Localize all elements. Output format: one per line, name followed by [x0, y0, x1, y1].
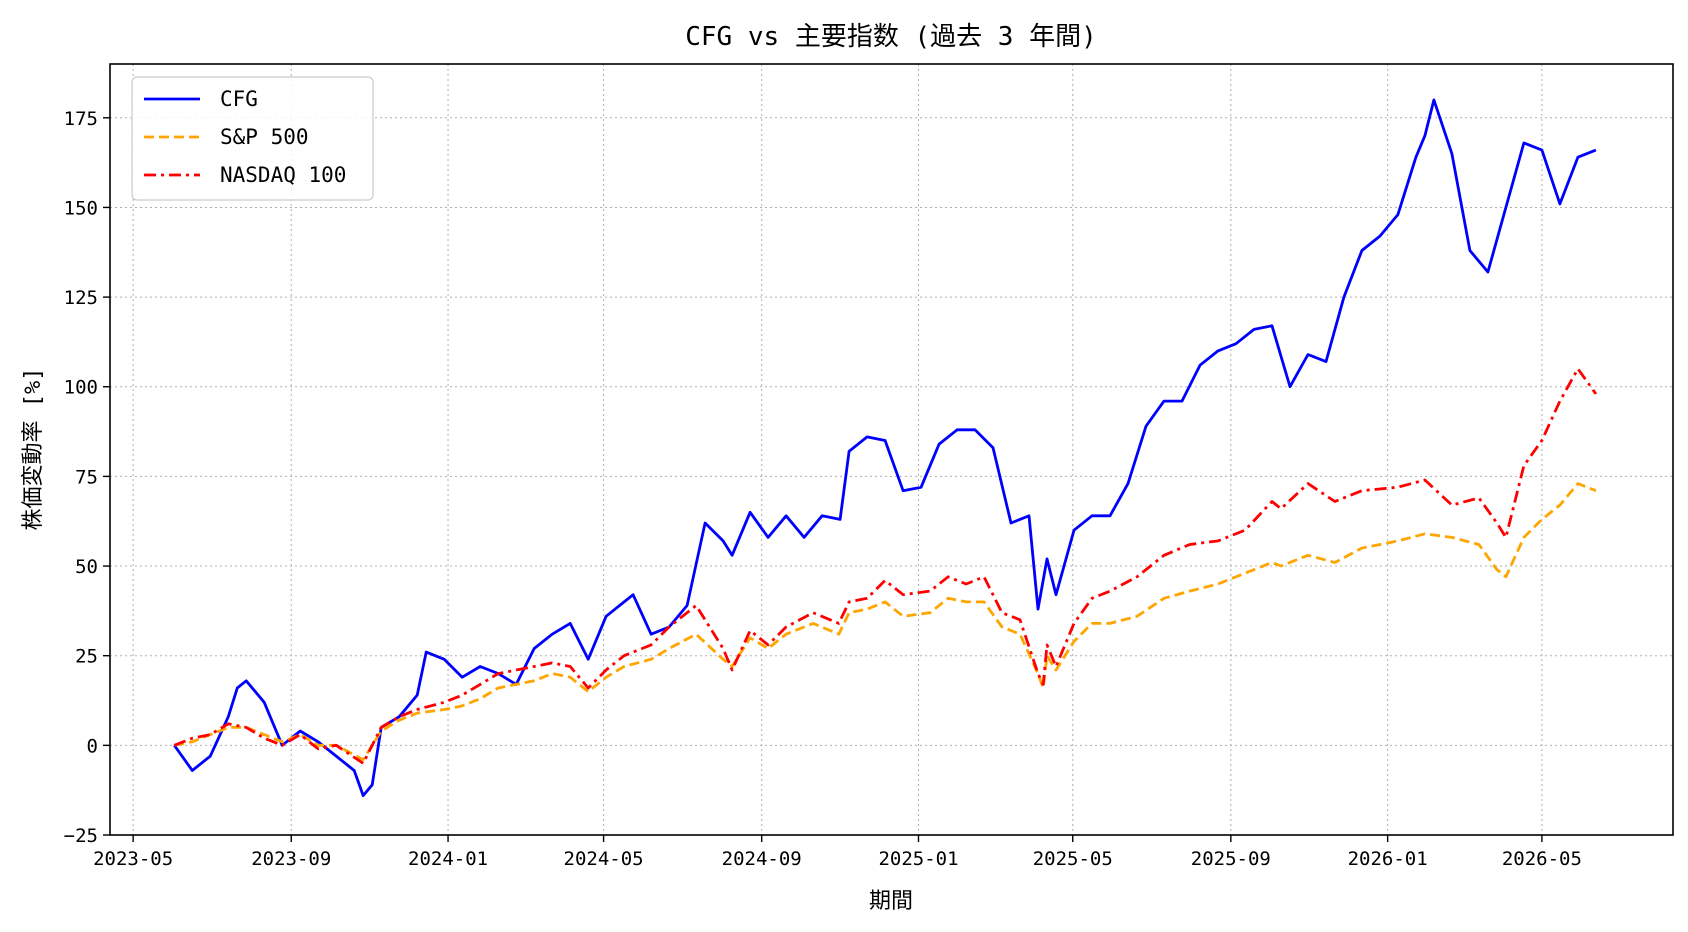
y-tick-label: 125	[64, 287, 98, 309]
y-tick-label: 0	[87, 735, 98, 757]
y-axis-label: 株価変動率 [%]	[21, 368, 46, 531]
x-tick-label: 2026-05	[1502, 848, 1582, 870]
x-tick-label: 2023-05	[93, 848, 173, 870]
y-tick-label: 25	[75, 646, 98, 668]
x-tick-label: 2025-05	[1033, 848, 1113, 870]
legend-label-sp500: S&P 500	[220, 125, 309, 149]
y-tick-label: 100	[64, 377, 98, 399]
grid	[110, 64, 1673, 836]
legend-label-cfg: CFG	[220, 87, 258, 111]
x-tick-label: 2023-09	[251, 848, 331, 870]
legend: CFG S&P 500 NASDAQ 100	[131, 76, 374, 201]
y-tick-label: 75	[75, 466, 98, 488]
x-tick-label: 2024-05	[564, 848, 644, 870]
x-tick-label: 2024-01	[408, 848, 488, 870]
x-tick-label: 2024-09	[722, 848, 802, 870]
series-line-sp500	[174, 482, 1597, 762]
legend-box	[131, 76, 374, 201]
series-layer	[173, 98, 1598, 797]
plot-frame	[109, 63, 1674, 836]
legend-label-nasdaq100: NASDAQ 100	[220, 163, 346, 187]
y-tick-label: 50	[75, 556, 98, 578]
y-tick-label: 150	[64, 197, 98, 219]
x-tick-label: 2025-01	[878, 848, 958, 870]
x-axis-label: 期間	[869, 889, 913, 914]
x-tick-label: 2025-09	[1191, 848, 1271, 870]
series-line-nasdaq100	[173, 367, 1598, 765]
y-tick-label: 175	[64, 108, 98, 130]
chart-title: CFG vs 主要指数 (過去 3 年間)	[685, 22, 1097, 52]
x-tick-label: 2026-01	[1348, 848, 1428, 870]
axis-ticks: 2023-05 2023-09 2024-01 2024-05 2024-09 2025-…	[64, 108, 1582, 870]
y-tick-label: −25	[64, 825, 98, 847]
